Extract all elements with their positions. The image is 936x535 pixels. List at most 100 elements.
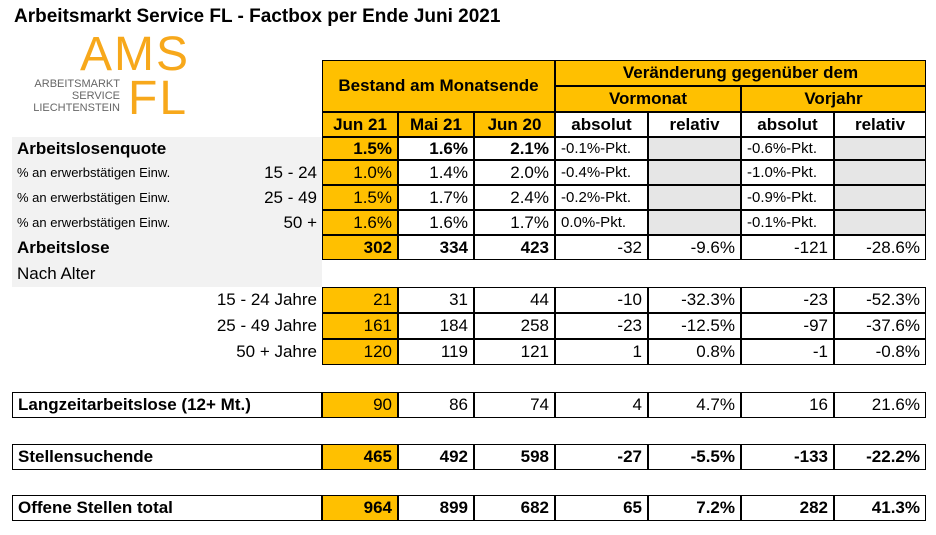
logo-line: LIECHTENSTEIN xyxy=(33,102,120,114)
table-cell: 184 xyxy=(398,313,474,339)
table-cell: 7.2% xyxy=(648,495,741,521)
change-group: Vormonat xyxy=(555,86,741,112)
change-header: Veränderung gegenüber dem xyxy=(555,60,926,86)
table-cell: -22.2% xyxy=(834,444,926,470)
table-cell: -23 xyxy=(741,287,834,313)
row-label: % an erwerbstätigen Einw. xyxy=(12,210,322,235)
table-cell: -121 xyxy=(741,235,834,260)
table-cell xyxy=(648,137,741,160)
table-cell: 2.1% xyxy=(474,137,555,160)
table-cell: 2.4% xyxy=(474,185,555,210)
logo-line: SERVICE xyxy=(71,90,120,102)
table-cell: -9.6% xyxy=(648,235,741,260)
table-cell: 65 xyxy=(555,495,648,521)
column-header: absolut xyxy=(555,112,648,137)
table-cell: 4.7% xyxy=(648,392,741,418)
table-cell: 598 xyxy=(474,444,555,470)
table-cell: 2.0% xyxy=(474,160,555,185)
table-cell: 86 xyxy=(398,392,474,418)
table-cell xyxy=(648,160,741,185)
table-cell: 41.3% xyxy=(834,495,926,521)
table-cell: 1.6% xyxy=(322,210,398,235)
table-cell: 1.0% xyxy=(322,160,398,185)
table-cell: -12.5% xyxy=(648,313,741,339)
table-cell: 465 xyxy=(322,444,398,470)
row-label: % an erwerbstätigen Einw. xyxy=(12,185,322,210)
table-cell: 120 xyxy=(322,339,398,365)
table-cell: 492 xyxy=(398,444,474,470)
table-cell: -0.1%-Pkt. xyxy=(555,137,648,160)
table-cell xyxy=(834,137,926,160)
title: Arbeitsmarkt Service FL - Factbox per En… xyxy=(14,6,501,27)
table-cell: 0.0%-Pkt. xyxy=(555,210,648,235)
table-cell: 31 xyxy=(398,287,474,313)
table-cell xyxy=(834,210,926,235)
table-cell: -0.2%-Pkt. xyxy=(555,185,648,210)
table-cell: 1.6% xyxy=(398,210,474,235)
table-cell: -0.9%-Pkt. xyxy=(741,185,834,210)
column-header: relativ xyxy=(648,112,741,137)
logo-line: ARBEITSMARKT xyxy=(34,78,120,90)
table-cell: 964 xyxy=(322,495,398,521)
table-cell: 4 xyxy=(555,392,648,418)
table-cell: -0.6%-Pkt. xyxy=(741,137,834,160)
column-header: Mai 21 xyxy=(398,112,474,137)
table-cell: 44 xyxy=(474,287,555,313)
table-cell: -52.3% xyxy=(834,287,926,313)
table-cell: -23 xyxy=(555,313,648,339)
column-header: Jun 21 xyxy=(322,112,398,137)
table-cell: 16 xyxy=(741,392,834,418)
table-cell: 90 xyxy=(322,392,398,418)
table-cell: 1.4% xyxy=(398,160,474,185)
table-cell: -0.1%-Pkt. xyxy=(741,210,834,235)
row-label: % an erwerbstätigen Einw. xyxy=(12,160,322,185)
table-cell: 0.8% xyxy=(648,339,741,365)
table-cell: 1.7% xyxy=(398,185,474,210)
column-header: absolut xyxy=(741,112,834,137)
table-cell: -1 xyxy=(741,339,834,365)
table-cell: 74 xyxy=(474,392,555,418)
row-label: Langzeitarbeitslose (12+ Mt.) xyxy=(12,392,322,418)
row-label: Offene Stellen total xyxy=(12,495,322,521)
row-range: 15 - 24 xyxy=(264,162,317,182)
logo-sub: FL xyxy=(128,74,189,122)
row-label: Nach Alter xyxy=(12,260,322,287)
table-cell: -10 xyxy=(555,287,648,313)
table-cell: 282 xyxy=(741,495,834,521)
column-header: relativ xyxy=(834,112,926,137)
table-cell: -133 xyxy=(741,444,834,470)
table-cell: -1.0%-Pkt. xyxy=(741,160,834,185)
table-cell: 1 xyxy=(555,339,648,365)
table-cell: 1.6% xyxy=(398,137,474,160)
table-cell: -32 xyxy=(555,235,648,260)
table-cell: 899 xyxy=(398,495,474,521)
table-cell: 1.5% xyxy=(322,185,398,210)
table-cell xyxy=(834,160,926,185)
table-cell: -0.4%-Pkt. xyxy=(555,160,648,185)
row-range: 25 - 49 Jahre xyxy=(216,316,317,335)
table-cell: 423 xyxy=(474,235,555,260)
table-cell: 1.7% xyxy=(474,210,555,235)
group-header: Bestand am Monatsende xyxy=(322,60,555,112)
change-group: Vorjahr xyxy=(741,86,926,112)
table-cell: -0.8% xyxy=(834,339,926,365)
row-range: 15 - 24 Jahre xyxy=(216,290,317,309)
row-range: 50 + Jahre xyxy=(236,342,317,361)
table-cell: -27 xyxy=(555,444,648,470)
table-cell: 121 xyxy=(474,339,555,365)
row-range: 50 + xyxy=(283,212,317,232)
table-cell: 119 xyxy=(398,339,474,365)
table-cell: 682 xyxy=(474,495,555,521)
row-label: Stellensuchende xyxy=(12,444,322,470)
table-cell: -37.6% xyxy=(834,313,926,339)
table-cell: 21 xyxy=(322,287,398,313)
column-header: Jun 20 xyxy=(474,112,555,137)
table-cell: -32.3% xyxy=(648,287,741,313)
row-label: Arbeitslosenquote xyxy=(12,137,322,160)
row-range: 25 - 49 xyxy=(264,187,317,207)
table-cell xyxy=(648,185,741,210)
table-cell: 334 xyxy=(398,235,474,260)
table-cell: 1.5% xyxy=(322,137,398,160)
table-cell: -5.5% xyxy=(648,444,741,470)
table-cell: 258 xyxy=(474,313,555,339)
